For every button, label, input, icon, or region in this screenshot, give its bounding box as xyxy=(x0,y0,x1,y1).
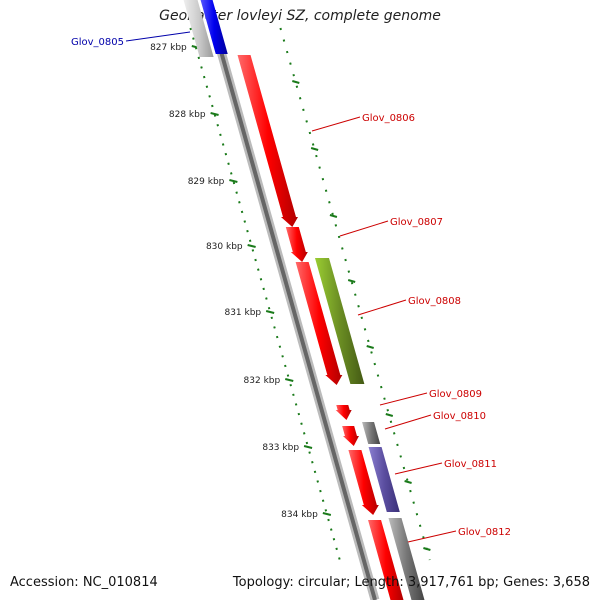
ruler-track-right xyxy=(279,27,431,561)
gene-leader-line xyxy=(311,116,361,132)
ruler-tick xyxy=(366,345,374,349)
ruler-tick xyxy=(385,413,394,417)
ruler-tick-label: 827 kbp xyxy=(150,43,187,53)
ruler-tick xyxy=(322,512,332,516)
backbone-line xyxy=(213,29,377,600)
gene-bar-glov-0808[interactable] xyxy=(315,258,365,384)
gene-arrow-glov-0810[interactable] xyxy=(342,426,359,446)
gene-arrow-glov-0807[interactable] xyxy=(285,227,308,262)
ruler-tick-label: 834 kbp xyxy=(281,510,318,520)
ruler-tick-label: 830 kbp xyxy=(206,242,243,252)
ruler-tick xyxy=(347,279,356,283)
gene-leader-line xyxy=(357,299,407,316)
ruler-tick xyxy=(404,480,412,484)
gene-leader-line xyxy=(125,31,191,42)
gene-arrow-glov-0809[interactable] xyxy=(335,405,352,420)
gene-label-glov-0805[interactable]: Glov_0805 xyxy=(71,37,124,48)
gene-leader-line xyxy=(384,414,432,430)
gene-arrow-glov-0806b[interactable] xyxy=(295,262,343,385)
ruler-tick xyxy=(329,214,338,218)
gene-bar-left-gray[interactable] xyxy=(183,0,214,57)
ruler-tick xyxy=(303,445,313,449)
ruler-tick xyxy=(247,244,256,248)
ruler-tick xyxy=(265,310,275,314)
ruler-tick-label: 829 kbp xyxy=(188,177,225,187)
gene-label-glov-0811[interactable]: Glov_0811 xyxy=(444,459,497,470)
gene-bar-gray-b[interactable] xyxy=(388,518,425,600)
genome-title: Geobacter lovleyi SZ, complete genome xyxy=(159,8,441,24)
ruler-tick xyxy=(423,547,431,551)
gene-label-glov-0810[interactable]: Glov_0810 xyxy=(433,411,486,422)
gene-bar-glov-0805[interactable] xyxy=(200,0,228,54)
accession-text: Accession: NC_010814 xyxy=(10,575,158,590)
ruler-tick-label: 831 kbp xyxy=(224,308,261,318)
gene-label-glov-0806[interactable]: Glov_0806 xyxy=(362,113,415,124)
gene-arrow-glov-0812[interactable] xyxy=(368,520,404,600)
ruler-tick xyxy=(229,179,238,183)
ruler-tick xyxy=(292,80,300,84)
gene-label-glov-0808[interactable]: Glov_0808 xyxy=(408,296,461,307)
gene-leader-line xyxy=(394,462,443,475)
ruler-tick-label: 833 kbp xyxy=(262,443,299,453)
ruler-track-left xyxy=(189,27,341,561)
gene-label-glov-0809[interactable]: Glov_0809 xyxy=(429,389,482,400)
gene-leader-line xyxy=(339,220,389,237)
ruler-tick xyxy=(285,378,294,382)
gene-leader-line xyxy=(407,530,457,543)
gene-label-glov-0807[interactable]: Glov_0807 xyxy=(390,217,443,228)
ruler-tick xyxy=(310,147,319,151)
gene-arrow-glov-0806[interactable] xyxy=(237,55,298,227)
ruler-tick-label: 832 kbp xyxy=(244,376,281,386)
gene-leader-line xyxy=(379,392,428,406)
gene-label-glov-0812[interactable]: Glov_0812 xyxy=(458,527,511,538)
genome-stats-text: Topology: circular; Length: 3,917,761 bp… xyxy=(232,575,590,590)
ruler-tick xyxy=(210,112,219,116)
ruler-tick-label: 828 kbp xyxy=(169,110,206,120)
gene-bar-glov-0811[interactable] xyxy=(368,447,400,512)
gene-bar-gray-a[interactable] xyxy=(362,422,381,444)
gene-arrow-glov-0811-fwd[interactable] xyxy=(348,450,379,515)
